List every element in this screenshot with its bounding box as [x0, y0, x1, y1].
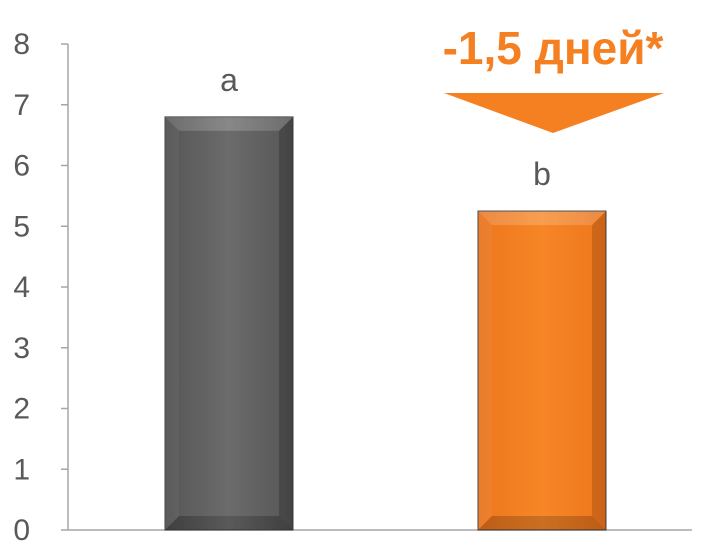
y-tick-label: 8 — [13, 28, 30, 61]
bars — [164, 116, 607, 531]
y-tick-label: 2 — [13, 393, 30, 426]
bar-label-a: a — [220, 62, 238, 98]
y-tick-label: 3 — [13, 332, 30, 365]
bar-0 — [164, 116, 294, 531]
bar-bevel-left — [478, 211, 492, 530]
bar-face — [492, 225, 592, 516]
bar-bevel-bottom — [165, 516, 293, 530]
bar-1 — [477, 210, 607, 531]
bar-bevel-right — [592, 211, 606, 530]
bar-label-b: b — [533, 156, 551, 192]
y-tick-label: 4 — [13, 271, 30, 304]
bar-bevel-left — [165, 116, 179, 531]
down-arrow-icon — [444, 93, 664, 133]
y-tick-label: 1 — [13, 453, 30, 486]
bar-body — [164, 116, 294, 531]
y-tick-label: 0 — [13, 514, 30, 543]
annotation: -1,5 дней* — [443, 22, 664, 133]
bar-body — [477, 210, 607, 531]
bar-bevel-top — [478, 211, 606, 226]
bar-face — [179, 130, 279, 516]
y-tick-label: 6 — [13, 150, 30, 183]
bar-bevel-bottom — [478, 516, 606, 530]
y-tick-label: 7 — [13, 89, 30, 122]
callout-text: -1,5 дней* — [443, 22, 664, 74]
bar-labels: ab — [220, 62, 551, 192]
bar-bevel-right — [279, 116, 293, 531]
bar-bevel-top — [165, 116, 293, 131]
y-tick-label: 5 — [13, 210, 30, 243]
